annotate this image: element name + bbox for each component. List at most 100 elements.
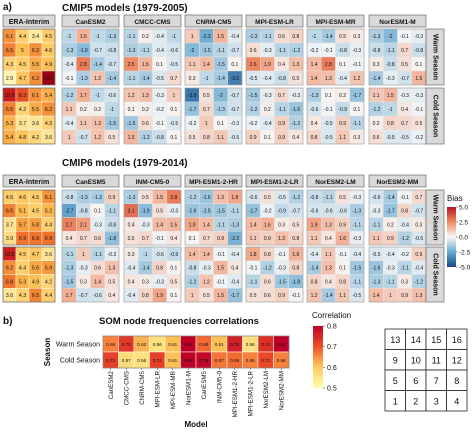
som-node-number: 11 (432, 355, 441, 365)
bias-cell-value: 0.1 (339, 266, 346, 272)
bias-cell-value: 0.3 (80, 279, 87, 285)
ref-cell-value: 4.4 (19, 34, 26, 40)
corr-cell-value: 0.66 (106, 342, 115, 347)
cmip5-bias-grid: -1.5 -0.3 0.7 -0.3 -1.2 0.2 -1.1 -1.6 -0.2 -0.4 0.… (245, 87, 304, 145)
corr-cell-value: 0.56 (137, 358, 146, 363)
ref-cell-value: 5.5 (32, 107, 39, 113)
bias-cell-value: 1.5 (415, 76, 422, 82)
bias-cell-value: -0.3 (155, 93, 164, 99)
bias-cell-value: 0.6 (250, 48, 257, 54)
bias-cell-value: -1.1 (216, 48, 225, 54)
bias-cell-value: 0.5 (189, 135, 196, 141)
bias-cell-value: -1.1 (277, 107, 286, 113)
bias-cell-value: -0.8 (277, 76, 286, 82)
ref-cell-value: 6.1 (45, 195, 52, 201)
ref-cell-value: 4.8 (19, 135, 26, 141)
cmip5-model-label-box (61, 14, 120, 28)
bias-cell-value: -0.6 (324, 209, 333, 215)
bias-cell-value: 1.3 (142, 93, 149, 99)
bias-grid-border (184, 246, 243, 303)
bias-cell-value: -1.4 (216, 76, 225, 82)
bias-grid-border (123, 189, 182, 246)
bias-cell-value: 0.5 (339, 195, 346, 201)
bias-cell-value: 0.7 (278, 93, 285, 99)
ref-cell-value: 6.9 (19, 236, 26, 242)
bias-grid-border (184, 87, 243, 145)
bias-cell-value: 1.1 (80, 121, 87, 127)
bias-cell-value: -0.4 (400, 222, 409, 228)
cmip6-bias-grid: -0.5 -0.4 -0.2 0.9 -1.6 -0.3 -1.1 -0.4 -1.3 -1.1 0… (368, 246, 427, 303)
bias-cell-value: 0.3 (128, 252, 135, 258)
bias-cell-value: 0.1 (128, 107, 135, 113)
bias-cell-value: 0.3 (353, 135, 360, 141)
bias-cell-value: -1.5 (202, 209, 211, 215)
bias-cell-value: -0.5 (231, 135, 240, 141)
corr-title: SOM node frequencies correlations (99, 316, 259, 327)
bias-cell-value: -1.4 (310, 266, 319, 272)
bias-cell-value: -0.4 (155, 34, 164, 40)
bias-cell-value: 1.1 (325, 252, 332, 258)
bias-cell-value: 0.8 (387, 121, 394, 127)
cmip5-bias-grid: -1 -1.4 0.5 0.3 -0.2 -0.1 -0.8 -0.3 1.4 2.8 0.1 -0.… (306, 28, 365, 86)
cmip6-model-label-box (61, 174, 120, 188)
bias-cell-value: -0.3 (353, 48, 362, 54)
bias-cell-value: -0.3 (170, 209, 179, 215)
bias-cell-value: -0.3 (79, 266, 88, 272)
bias-cell-value: -0.5 (170, 62, 179, 68)
bias-cell-value: 1.5 (156, 195, 163, 201)
corr-tick-label: 0.8 (327, 324, 337, 331)
bias-cell-value: 0.9 (278, 121, 285, 127)
cmip5-model-label: MPI-ESM-LR (255, 19, 294, 26)
bias-cell-value: -0.7 (79, 293, 88, 299)
bias-cell-value: -1.4 (372, 76, 381, 82)
bias-grid-border (245, 246, 304, 303)
cmip6-season-label: Cold Season (432, 253, 439, 295)
corr-model-label: MPI-ESM1-2-HR (232, 370, 239, 417)
bias-tick-label: -2.5 (459, 250, 471, 257)
bias-cell-value: 2.8 (325, 62, 332, 68)
ref-cell-value: 4.5 (32, 209, 39, 215)
bias-cell-value: 1.4 (94, 279, 101, 285)
bias-cell-value: -0.8 (188, 266, 197, 272)
bias-cell-value: -0.3 (93, 222, 102, 228)
bias-cell-value: 1.4 (203, 252, 210, 258)
bias-cell-value: -1.6 (372, 266, 381, 272)
bias-cell-value: 0.5 (170, 279, 177, 285)
bias-cell-value: -1.4 (141, 76, 150, 82)
bias-cell-value: 2.6 (250, 62, 257, 68)
som-node-number: 1 (393, 396, 398, 406)
bias-cell-value: 0.4 (170, 236, 177, 242)
bias-cell-value: -0.3 (277, 266, 286, 272)
cmip5-season-strip (425, 87, 445, 145)
bias-cell-value: -1.5 (353, 266, 362, 272)
corr-model-label: MPI-ESM-LR (154, 370, 161, 407)
bias-cell-value: -0.5 (324, 121, 333, 127)
ref-cell-value: 4.2 (32, 135, 39, 141)
ref-cell-value: 6.1 (32, 93, 39, 99)
bias-cell-value: 1.5 (217, 266, 224, 272)
bias-cell-value: -0.8 (108, 222, 117, 228)
ref-cell-value: 4.9 (32, 279, 39, 285)
cmip5-model-label: CanESM2 (76, 19, 106, 26)
ref-cell-value: 3.9 (6, 236, 13, 242)
corr-grid-border (102, 335, 290, 369)
bias-cell-value: -1.2 (292, 121, 301, 127)
bias-grid-border (306, 87, 365, 145)
bias-cell-value: 1.3 (217, 195, 224, 201)
cmip5-model-label: CNRM-CM5 (196, 19, 232, 26)
bias-cell-value: -1.3 (372, 279, 381, 285)
bias-cell-value: 0.5 (292, 222, 299, 228)
bias-cell-value: -1.3 (216, 107, 225, 113)
bias-cell-value: 0.1 (156, 62, 163, 68)
bias-cell-value: -1.1 (353, 121, 362, 127)
ref-cell-value: 5.5 (32, 62, 39, 68)
bias-legend-title: Bias (447, 194, 463, 203)
bias-cell-value: 1.4 (311, 76, 318, 82)
cmip5-model-label-box (368, 14, 427, 28)
bias-grid-border (61, 87, 120, 145)
bias-cell-value: 1 (68, 135, 71, 141)
cmip5-bias-grid: 1 -2.3 1.5 -0.4 -2 -1.5 -1.1 -0.7 1.1 1.4 -1.5 0.1 0… (184, 28, 243, 86)
bias-cell-value: -0.2 (415, 135, 424, 141)
som-node-number: 13 (390, 335, 400, 345)
bias-cell-value: 2.1 (80, 222, 87, 228)
